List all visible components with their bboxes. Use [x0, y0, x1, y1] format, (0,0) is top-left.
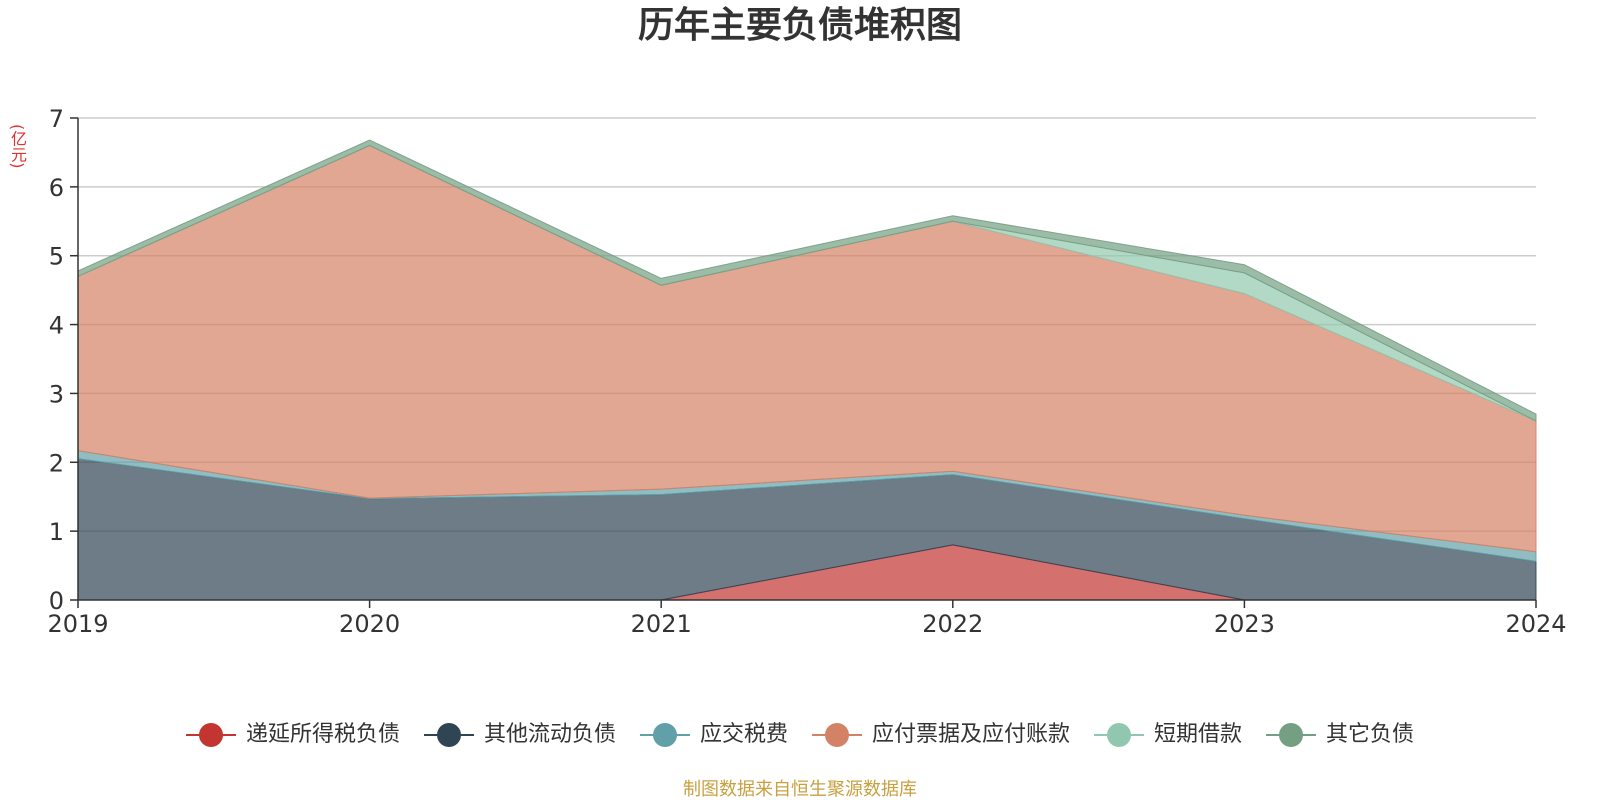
legend-marker — [1094, 723, 1145, 747]
legend-item[interactable]: 应付票据及应付账款 — [812, 718, 1070, 752]
legend-label: 其它负债 — [1326, 722, 1415, 747]
legend-marker — [1266, 723, 1317, 747]
x-tick-label: 2024 — [1505, 610, 1566, 638]
legend-marker — [185, 723, 236, 747]
x-tick-label: 2020 — [339, 610, 400, 638]
x-tick-label: 2021 — [631, 610, 692, 638]
y-tick-label: 1 — [49, 518, 64, 546]
axes: 0 1 2 3 4 5 6 7 2019 2020 2021 2022 2023 2024 — [47, 105, 1566, 638]
y-tick-label: 5 — [49, 243, 64, 271]
y-tick-label: 6 — [49, 174, 64, 202]
x-tick-label: 2022 — [922, 610, 983, 638]
area-series-5 — [77, 139, 1537, 422]
legend-label: 应付票据及应付账款 — [872, 722, 1071, 747]
y-tick-label: 4 — [49, 312, 64, 340]
legend-label: 短期借款 — [1154, 722, 1243, 747]
source-note: 制图数据来自恒生聚源数据库 — [683, 779, 917, 800]
chart-title: 历年主要负债堆积图 — [637, 5, 962, 46]
legend-label: 应交税费 — [699, 722, 788, 747]
legend-item[interactable]: 短期借款 — [1094, 718, 1242, 752]
y-tick-label: 7 — [49, 105, 64, 133]
legend-marker — [423, 723, 474, 747]
legend-item[interactable]: 其它负债 — [1266, 718, 1414, 752]
x-tick-label: 2019 — [47, 610, 108, 638]
legend-label: 递延所得税负债 — [245, 722, 400, 747]
legend-marker — [639, 723, 690, 747]
y-tick-label: 0 — [49, 587, 64, 615]
area-series — [77, 139, 1537, 601]
legend-item[interactable]: 其他流动负债 — [423, 718, 616, 752]
legend-label: 其他流动负债 — [483, 722, 616, 747]
legend-item[interactable]: 应交税费 — [639, 718, 788, 752]
legend: 递延所得税负债 其他流动负债 应交税费 应付票据及应付账款 短期借款 其它负债 — [0, 718, 1600, 752]
y-tick-label: 2 — [49, 449, 64, 477]
y-axis-unit: (亿元) — [8, 124, 27, 169]
legend-marker — [812, 723, 862, 747]
legend-item[interactable]: 递延所得税负债 — [185, 718, 400, 752]
y-tick-label: 3 — [49, 380, 64, 408]
x-tick-label: 2023 — [1214, 610, 1275, 638]
